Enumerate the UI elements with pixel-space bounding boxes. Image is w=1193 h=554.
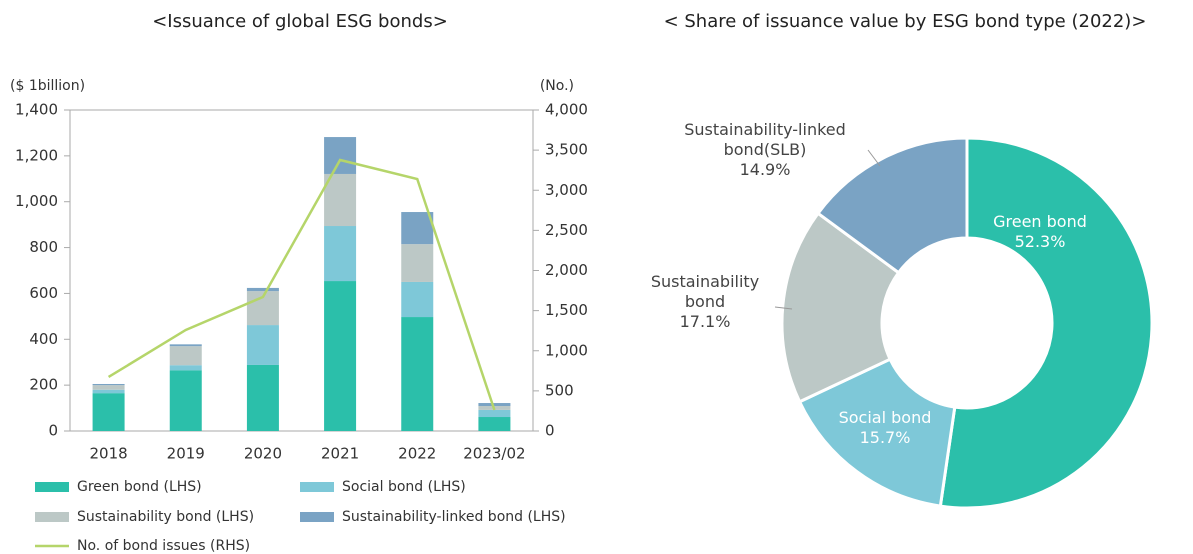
legend-swatch bbox=[35, 482, 69, 492]
bar-segment bbox=[92, 393, 125, 431]
bar-segment bbox=[169, 370, 202, 431]
slice-label: Social bond 15.7% bbox=[815, 408, 955, 448]
x-tick-label: 2021 bbox=[321, 445, 359, 463]
leader-line bbox=[774, 306, 793, 310]
y2-tick-label: 2,500 bbox=[545, 221, 588, 239]
bar-segment bbox=[401, 317, 434, 431]
bar-segment bbox=[92, 389, 125, 394]
legend-swatch bbox=[300, 512, 334, 522]
x-tick-label: 2023/02 bbox=[463, 445, 525, 463]
pie-slice bbox=[797, 357, 957, 508]
bar-segment bbox=[324, 137, 357, 174]
y2-tick-label: 1,000 bbox=[545, 341, 588, 359]
y-tick-label: 1,000 bbox=[15, 192, 58, 210]
bar-segment bbox=[246, 287, 279, 292]
y2-tick-label: 2,000 bbox=[545, 261, 588, 279]
bar-segment bbox=[92, 383, 125, 386]
slice-name: Sustainability bond bbox=[650, 272, 760, 311]
bar-segment bbox=[169, 344, 202, 347]
slice-value: 52.3% bbox=[1014, 232, 1066, 251]
y-tick-label: 0 bbox=[48, 422, 58, 440]
leader-line bbox=[867, 149, 881, 167]
legend-label: No. of bond issues (RHS) bbox=[77, 538, 250, 554]
x-tick-label: 2018 bbox=[89, 445, 127, 463]
chart-title: < Share of issuance value by ESG bond ty… bbox=[664, 11, 1147, 32]
legend-swatch bbox=[35, 512, 69, 522]
bar-segment bbox=[92, 385, 125, 390]
bar-segment bbox=[478, 409, 511, 418]
slice-label: Sustainability-linked bond(SLB) 14.9% bbox=[660, 120, 870, 180]
bar-segment bbox=[324, 226, 357, 282]
slice-name: Green bond bbox=[993, 212, 1087, 231]
plot-frame bbox=[69, 109, 534, 432]
chart-title: <Issuance of global ESG bonds> bbox=[152, 11, 448, 32]
y2-tick-label: 3,500 bbox=[545, 141, 588, 159]
y2-tick-label: 500 bbox=[545, 381, 574, 399]
bar-segment bbox=[401, 281, 434, 318]
bar-segment bbox=[169, 346, 202, 366]
y-axis-label: ($ 1billion) bbox=[10, 78, 85, 94]
y2-tick-label: 3,000 bbox=[545, 181, 588, 199]
x-tick-label: 2019 bbox=[167, 445, 205, 463]
bar-segment bbox=[169, 365, 202, 371]
slice-label: Green bond 52.3% bbox=[975, 212, 1105, 252]
y-tick-label: 1,400 bbox=[15, 101, 58, 119]
bar-segment bbox=[401, 212, 434, 245]
slice-value: 15.7% bbox=[859, 428, 911, 447]
y2-tick-label: 4,000 bbox=[545, 101, 588, 119]
bar-segment bbox=[246, 364, 279, 431]
y-tick-label: 1,200 bbox=[15, 146, 58, 164]
y2-tick-label: 0 bbox=[545, 422, 555, 440]
legend-label: Sustainability-linked bond (LHS) bbox=[342, 509, 566, 525]
x-tick-label: 2022 bbox=[398, 445, 436, 463]
slice-value: 17.1% bbox=[679, 312, 731, 331]
bar-segment bbox=[478, 403, 511, 407]
bar-segment bbox=[324, 173, 357, 227]
legend-label: Green bond (LHS) bbox=[77, 479, 202, 495]
slice-label: Sustainability bond 17.1% bbox=[630, 272, 780, 332]
bar-segment bbox=[401, 244, 434, 282]
bar-segment bbox=[478, 417, 511, 431]
x-tick-label: 2020 bbox=[244, 445, 282, 463]
y-tick-label: 800 bbox=[29, 238, 58, 256]
slice-name: Social bond bbox=[838, 408, 932, 427]
legend-label: Sustainability bond (LHS) bbox=[77, 509, 254, 525]
legend-swatch bbox=[300, 482, 334, 492]
bar-segment bbox=[324, 281, 357, 431]
y-tick-label: 600 bbox=[29, 284, 58, 302]
slice-value: 14.9% bbox=[739, 160, 791, 179]
y2-tick-label: 1,500 bbox=[545, 301, 588, 319]
pie-slice bbox=[815, 136, 969, 275]
slice-name: Sustainability-linked bond(SLB) bbox=[684, 120, 846, 159]
y2-axis-label: (No.) bbox=[540, 78, 574, 94]
y-tick-label: 400 bbox=[29, 330, 58, 348]
line bbox=[107, 158, 496, 411]
legend-label: Social bond (LHS) bbox=[342, 479, 466, 495]
pie-slice bbox=[938, 136, 1154, 510]
pie-slice bbox=[780, 211, 901, 404]
y-tick-label: 200 bbox=[29, 376, 58, 394]
bar-segment bbox=[246, 325, 279, 365]
